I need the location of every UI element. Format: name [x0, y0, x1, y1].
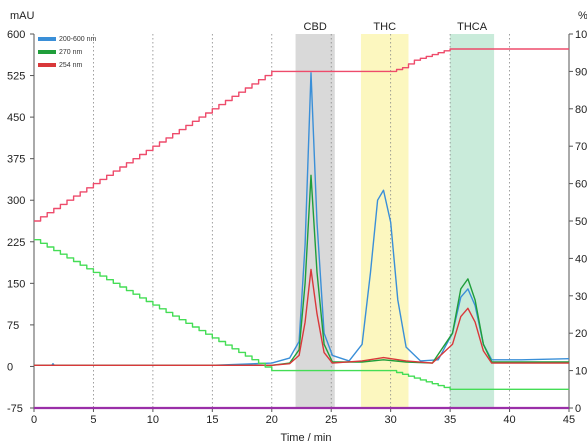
legend-label-200-600-nm: 200-600 nm: [59, 36, 97, 43]
x-tick-label-20: 20: [266, 414, 278, 426]
x-tick-label-30: 30: [385, 414, 397, 426]
gradient-line-3: [34, 48, 569, 222]
x-tick-label-25: 25: [325, 414, 337, 426]
y-right-tick-label-100: 100: [575, 29, 587, 41]
axes: mAU % Time / min: [10, 10, 587, 444]
y-right-tick-label-30: 30: [575, 291, 587, 303]
region-label-cbd: CBD: [304, 21, 327, 33]
y-right-tick-label-0: 0: [575, 403, 581, 415]
y-left-tick-label-450: 450: [7, 112, 25, 124]
y-right-tick-label-10: 10: [575, 366, 587, 378]
series-line-200-600-nm: [34, 72, 570, 366]
x-tick-label-10: 10: [147, 414, 159, 426]
x-tick-label-0: 0: [31, 414, 37, 426]
y-left-tick-label-225: 225: [7, 237, 25, 249]
y-left-tick-label-600: 600: [7, 29, 25, 41]
legend-swatch-270-nm: [38, 50, 56, 54]
y-left-tick-label-300: 300: [7, 195, 25, 207]
y-left-tick-label--75: -75: [7, 403, 23, 415]
y-right-tick-label-70: 70: [575, 141, 587, 153]
x-tick-label-35: 35: [444, 414, 456, 426]
tick-labels: 0 5 10 15 20 25 30 35 40 456005254503753002251507…: [7, 29, 587, 426]
x-tick-label-5: 5: [90, 414, 96, 426]
y-right-tick-label-40: 40: [575, 253, 587, 265]
legend-label-270-nm: 270 nm: [59, 49, 83, 56]
y-right-tick-label-50: 50: [575, 216, 587, 228]
y-left-tick-label-525: 525: [7, 71, 25, 83]
region-bands: CBD THC THCA: [295, 21, 495, 408]
y-left-axis-title: mAU: [10, 10, 35, 22]
region-label-thca: THCA: [457, 21, 488, 33]
x-tick-label-40: 40: [503, 414, 515, 426]
y-right-tick-label-20: 20: [575, 328, 587, 340]
y-left-tick-label-75: 75: [7, 320, 19, 332]
gradient-line-4: [34, 239, 569, 390]
y-right-tick-label-90: 90: [575, 66, 587, 78]
y-left-tick-label-0: 0: [7, 361, 13, 373]
region-band-cbd: [295, 34, 335, 408]
region-band-thc: [360, 34, 409, 408]
series-line-254-nm: [34, 268, 569, 366]
x-tick-label-45: 45: [563, 414, 575, 426]
region-label-thc: THC: [373, 21, 396, 33]
series-lines: [34, 48, 570, 410]
y-right-axis-title: %: [578, 10, 587, 22]
y-right-tick-label-80: 80: [575, 104, 587, 116]
legend: 200-600 nm 270 nm 254 nm: [38, 36, 97, 69]
y-left-tick-label-150: 150: [7, 278, 25, 290]
y-left-tick-label-375: 375: [7, 154, 25, 166]
y-right-tick-label-60: 60: [575, 179, 587, 191]
x-tick-label-15: 15: [206, 414, 218, 426]
region-band-thca: [450, 34, 495, 408]
x-axis-title: Time / min: [281, 432, 332, 444]
legend-label-254-nm: 254 nm: [59, 62, 83, 69]
legend-swatch-254-nm: [38, 63, 56, 67]
series-line-270-nm: [34, 174, 569, 366]
legend-swatch-200-600-nm: [38, 37, 56, 41]
